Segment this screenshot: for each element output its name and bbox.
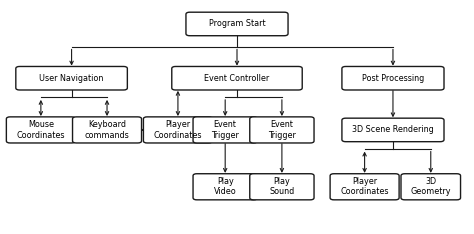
Text: Event
Trigger: Event Trigger bbox=[268, 120, 296, 140]
Text: Player
Coordinates: Player Coordinates bbox=[340, 177, 389, 197]
Text: Play
Sound: Play Sound bbox=[269, 177, 294, 197]
FancyBboxPatch shape bbox=[401, 174, 461, 200]
Text: Keyboard
commands: Keyboard commands bbox=[85, 120, 129, 140]
Text: Mouse
Coordinates: Mouse Coordinates bbox=[17, 120, 65, 140]
Text: Event Controller: Event Controller bbox=[204, 74, 270, 83]
FancyBboxPatch shape bbox=[172, 66, 302, 90]
Text: Player
Coordinates: Player Coordinates bbox=[154, 120, 202, 140]
FancyBboxPatch shape bbox=[342, 118, 444, 142]
FancyBboxPatch shape bbox=[193, 117, 257, 143]
FancyBboxPatch shape bbox=[16, 66, 128, 90]
Text: Event
Trigger: Event Trigger bbox=[211, 120, 239, 140]
FancyBboxPatch shape bbox=[330, 174, 399, 200]
FancyBboxPatch shape bbox=[342, 66, 444, 90]
FancyBboxPatch shape bbox=[193, 174, 257, 200]
FancyBboxPatch shape bbox=[144, 117, 212, 143]
FancyBboxPatch shape bbox=[250, 117, 314, 143]
Text: 3D Scene Rendering: 3D Scene Rendering bbox=[352, 125, 434, 134]
Text: Program Start: Program Start bbox=[209, 19, 265, 29]
FancyBboxPatch shape bbox=[186, 12, 288, 36]
FancyBboxPatch shape bbox=[250, 174, 314, 200]
Text: Play
Video: Play Video bbox=[214, 177, 237, 197]
FancyBboxPatch shape bbox=[73, 117, 142, 143]
Text: 3D
Geometry: 3D Geometry bbox=[410, 177, 451, 197]
Text: User Navigation: User Navigation bbox=[39, 74, 104, 83]
Text: Post Processing: Post Processing bbox=[362, 74, 424, 83]
FancyBboxPatch shape bbox=[6, 117, 75, 143]
